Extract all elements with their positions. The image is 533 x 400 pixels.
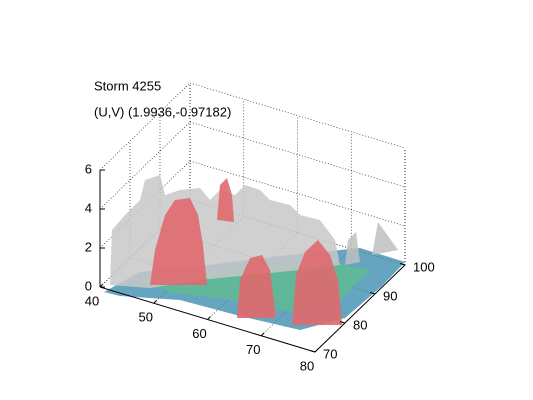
z-tick-label: 6	[85, 161, 92, 176]
red-cell	[217, 178, 234, 222]
grid-line	[99, 82, 191, 171]
x-tick	[314, 348, 319, 353]
x-tick-label: 40	[85, 293, 99, 308]
y-tick	[339, 321, 346, 324]
x-tick-label: 80	[300, 358, 314, 373]
axes: 0 2 4 6 40 50 60 70 80 70 80 90 100	[85, 161, 435, 373]
x-tick-label: 60	[192, 326, 206, 341]
red-cell	[292, 240, 342, 325]
x-tick	[153, 299, 158, 304]
storm-surface	[104, 175, 405, 330]
grey-surface	[345, 222, 398, 265]
x-tick	[99, 283, 104, 288]
chart-title: Storm 4255	[94, 78, 161, 93]
y-tick-label: 70	[323, 346, 337, 361]
y-axis	[314, 264, 406, 353]
x-tick-label: 50	[139, 310, 153, 325]
z-tick-label: 4	[85, 200, 92, 215]
y-tick	[309, 350, 316, 353]
chart-subtitle: (U,V) (1.9936,-0.97182)	[94, 104, 231, 119]
z-tick-label: 2	[85, 239, 92, 254]
y-tick-label: 90	[383, 288, 397, 303]
red-cell	[150, 198, 207, 285]
y-tick-label: 80	[353, 317, 367, 332]
y-tick	[399, 263, 406, 266]
red-cell	[237, 255, 276, 318]
z-tick-label: 0	[85, 278, 92, 293]
x-tick	[260, 332, 265, 337]
x-tick-label: 70	[246, 342, 260, 357]
x-tick	[207, 316, 211, 320]
y-tick-label: 100	[413, 259, 435, 274]
y-tick	[369, 292, 376, 295]
